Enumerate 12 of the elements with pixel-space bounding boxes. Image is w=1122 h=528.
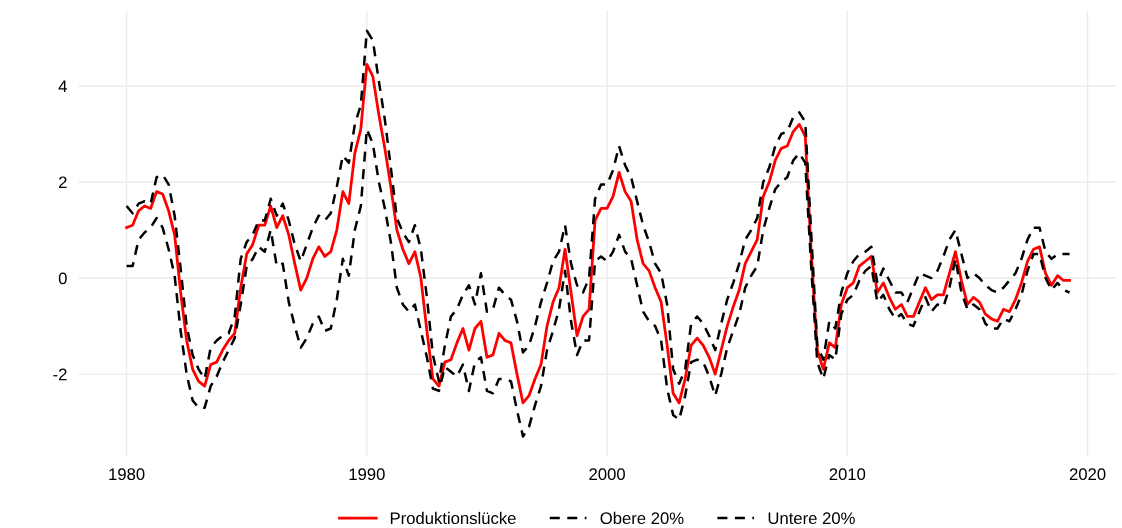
y-tick-label: 4 [58, 80, 67, 92]
x-tick-label: 1990 [349, 468, 385, 481]
legend-label: Produktionslücke [390, 511, 516, 525]
legend-label: Untere 20% [768, 512, 855, 525]
x-tick-label: 2000 [589, 468, 625, 481]
x-tick-label: 2010 [829, 468, 866, 481]
legend-label: Obere 20% [600, 511, 684, 525]
x-tick-label: 2020 [1069, 468, 1106, 481]
y-tick-label: 0 [58, 272, 67, 285]
y-tick-label: -2 [53, 368, 67, 381]
y-tick-label: 2 [59, 176, 67, 189]
x-tick-label: 1980 [109, 468, 145, 481]
